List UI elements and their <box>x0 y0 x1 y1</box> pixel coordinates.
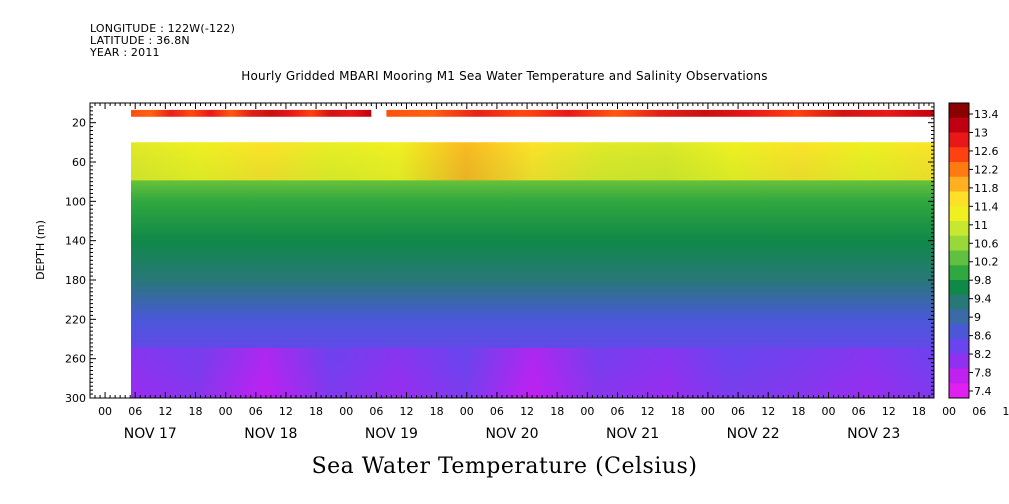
x-tick-label: 00 <box>460 405 474 418</box>
y-tick-label: 20 <box>72 117 86 130</box>
colorbar-swatch <box>949 191 969 207</box>
x-tick-label: 18 <box>309 405 323 418</box>
x-tick-label: 18 <box>912 405 926 418</box>
x-tick-label: 12 <box>158 405 172 418</box>
colorbar-swatch <box>949 339 969 355</box>
colorbar-label: 11.4 <box>974 200 999 213</box>
x-tick-label: 18 <box>671 405 685 418</box>
x-tick-label: 12 <box>1002 405 1009 418</box>
x-tick-label: 00 <box>98 405 112 418</box>
x-day-label: NOV 22 <box>727 426 780 442</box>
colorbar-label: 8.2 <box>974 348 992 361</box>
x-tick-label: 06 <box>128 405 142 418</box>
x-tick-label: 12 <box>761 405 775 418</box>
x-tick-label: 06 <box>852 405 866 418</box>
colorbar-label: 10.2 <box>974 256 999 269</box>
x-day-label: NOV 18 <box>244 426 297 442</box>
colorbar-swatch <box>949 383 969 399</box>
colorbar-swatch <box>949 176 969 192</box>
x-day-label: NOV 17 <box>124 426 177 442</box>
plot-area <box>89 102 935 399</box>
colorbar-label: 11 <box>974 219 988 232</box>
upper-layer-variation <box>131 142 934 181</box>
deep-layer-variation <box>131 348 934 398</box>
x-day-label: NOV 21 <box>606 426 659 442</box>
x-tick-label: 12 <box>882 405 896 418</box>
colorbar-swatch <box>949 309 969 325</box>
x-tick-label: 18 <box>550 405 564 418</box>
colorbar-swatch <box>949 324 969 340</box>
y-tick-label: 100 <box>65 195 86 208</box>
colorbar-swatch <box>949 103 969 119</box>
colorbar-swatch <box>949 117 969 133</box>
colorbar-swatch <box>949 250 969 266</box>
x-day-label: NOV 20 <box>485 426 538 442</box>
y-tick-label: 300 <box>65 392 86 405</box>
colorbar-label: 13.4 <box>974 108 999 121</box>
y-axis: 20 60 100 140 180 220 260 300 <box>65 102 934 405</box>
latitude-label: LATITUDE : 36.8N <box>90 34 190 47</box>
colorbar-label: 10.6 <box>974 237 999 250</box>
x-tick-label: 06 <box>369 405 383 418</box>
y-tick-label: 140 <box>65 235 86 248</box>
x-tick-label: 00 <box>822 405 836 418</box>
colorbar: 13.4 13 12.6 12.2 11.8 11.4 11 10.6 10.2 9.8 9.4 9 8… <box>948 102 999 399</box>
colorbar-swatch <box>949 235 969 251</box>
x-tick-label: 06 <box>249 405 263 418</box>
x-tick-label: 00 <box>580 405 594 418</box>
colorbar-swatch <box>949 206 969 222</box>
colorbar-label: 12.6 <box>974 145 999 158</box>
x-tick-label: 12 <box>400 405 414 418</box>
colorbar-swatch <box>949 147 969 163</box>
y-tick-label: 60 <box>72 156 86 169</box>
x-tick-label: 06 <box>490 405 504 418</box>
x-tick-label: 06 <box>731 405 745 418</box>
colorbar-swatch <box>949 368 969 384</box>
x-tick-label: 00 <box>942 405 956 418</box>
colorbar-label: 8.6 <box>974 330 992 343</box>
x-tick-label: 18 <box>791 405 805 418</box>
x-axis: 00 06 12 18 00 06 12 18 00 06 12 18 00 06 12 18 00 06 12 18… <box>89 103 1009 442</box>
x-tick-label: 06 <box>972 405 986 418</box>
x-tick-label: 12 <box>279 405 293 418</box>
surface-band <box>386 109 934 117</box>
colorbar-label: 12.2 <box>974 163 999 176</box>
chart-title: Hourly Gridded MBARI Mooring M1 Sea Wate… <box>241 69 768 83</box>
x-tick-label: 12 <box>520 405 534 418</box>
colorbar-label: 9 <box>974 311 981 324</box>
colorbar-swatch <box>949 162 969 178</box>
colorbar-label: 9.8 <box>974 274 992 287</box>
x-tick-label: 18 <box>430 405 444 418</box>
colorbar-swatch <box>949 265 969 281</box>
y-tick-label: 180 <box>65 274 86 287</box>
x-tick-label: 12 <box>641 405 655 418</box>
x-tick-label: 06 <box>611 405 625 418</box>
colorbar-label: 7.8 <box>974 367 992 380</box>
y-tick-label: 220 <box>65 313 86 326</box>
x-day-label: NOV 19 <box>365 426 418 442</box>
colorbar-label: 11.8 <box>974 182 999 195</box>
year-label: YEAR : 2011 <box>90 46 160 59</box>
x-tick-label: 00 <box>219 405 233 418</box>
colorbar-label: 13 <box>974 126 988 139</box>
colorbar-label: 7.4 <box>974 385 992 398</box>
colorbar-swatch <box>949 280 969 296</box>
colorbar-swatch <box>949 353 969 369</box>
colorbar-title: Sea Water Temperature (Celsius) <box>311 454 698 479</box>
colorbar-swatch <box>949 294 969 310</box>
y-axis-label: DEPTH (m) <box>34 220 47 280</box>
x-tick-label: 00 <box>701 405 715 418</box>
colorbar-label: 9.4 <box>974 293 992 306</box>
colorbar-swatch <box>949 132 969 148</box>
longitude-label: LONGITUDE : 122W(-122) <box>90 22 236 35</box>
colorbar-swatch <box>949 221 969 237</box>
x-tick-label: 00 <box>339 405 353 418</box>
x-day-label: NOV 23 <box>847 426 900 442</box>
y-tick-label: 260 <box>65 353 86 366</box>
surface-band <box>131 109 372 117</box>
x-tick-label: 18 <box>189 405 203 418</box>
